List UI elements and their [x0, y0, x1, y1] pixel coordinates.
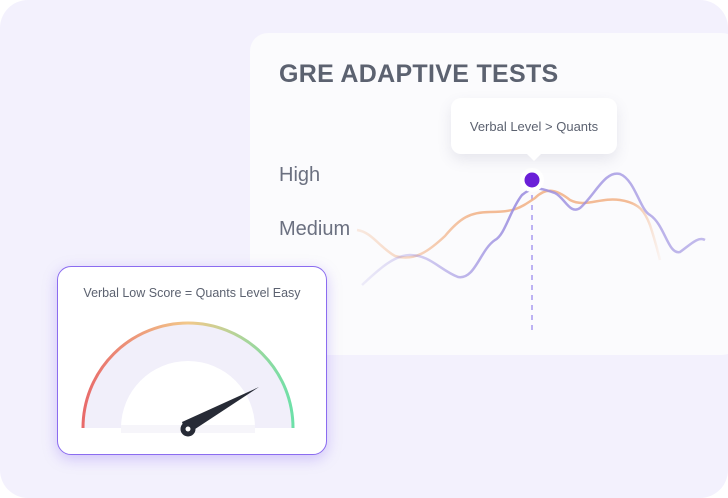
- gauge: [81, 321, 295, 437]
- y-label-high: High: [279, 164, 321, 186]
- gauge-card: Verbal Low Score = Quants Level Easy: [57, 266, 327, 455]
- chart-title: GRE ADAPTIVE TESTS: [279, 60, 559, 88]
- y-label-medium: Medium: [279, 218, 351, 240]
- quants-line: [356, 189, 662, 261]
- verbal-line: [361, 172, 706, 286]
- gauge-arc: [81, 321, 295, 429]
- data-point-marker[interactable]: [524, 172, 540, 188]
- gauge-needle: [182, 387, 259, 435]
- chart-card: [250, 33, 728, 355]
- tooltip: Verbal Level > Quants: [451, 98, 617, 161]
- needle-hub-dot: [185, 426, 191, 432]
- tooltip-text: Verbal Level > Quants: [469, 118, 599, 134]
- gauge-title: Verbal Low Score = Quants Level Easy: [83, 286, 301, 300]
